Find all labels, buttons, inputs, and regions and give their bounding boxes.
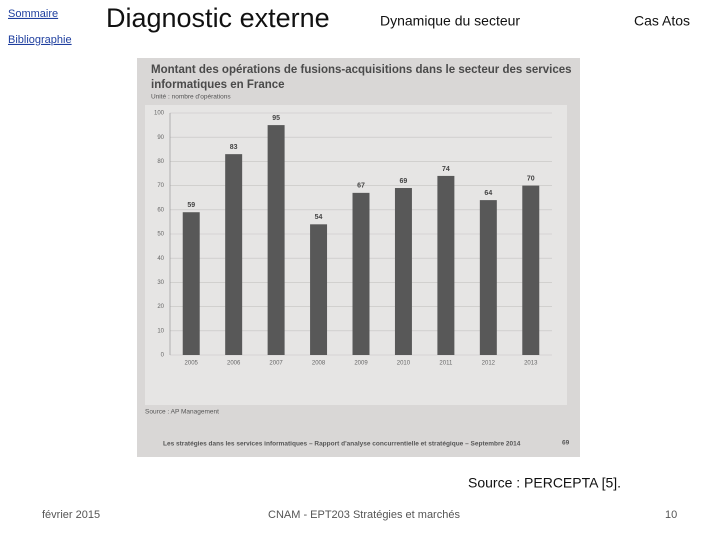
case-title: Cas Atos (634, 13, 690, 29)
bar (225, 154, 243, 355)
slide-title: Diagnostic externe (106, 3, 330, 33)
value-label: 59 (187, 202, 195, 209)
chart-source: Source : AP Management (145, 409, 219, 416)
y-tick-label: 100 (154, 111, 165, 117)
bar (267, 125, 285, 355)
bar (394, 188, 412, 355)
value-label: 64 (484, 190, 492, 197)
y-tick-label: 60 (157, 207, 164, 213)
caption: Source : PERCEPTA [5]. (468, 475, 621, 491)
y-tick-label: 80 (157, 159, 164, 165)
y-tick-label: 90 (157, 135, 164, 141)
y-tick-label: 70 (157, 183, 164, 189)
y-tick-label: 10 (157, 328, 164, 334)
y-tick-label: 50 (157, 232, 164, 238)
x-tick-label: 2013 (524, 361, 538, 367)
x-tick-label: 2007 (269, 361, 283, 367)
value-label: 69 (400, 178, 408, 185)
y-tick-label: 30 (157, 280, 164, 286)
nav-link[interactable]: Sommaire (8, 8, 58, 20)
x-tick-label: 2009 (354, 361, 368, 367)
value-label: 74 (442, 166, 450, 173)
footer-course: CNAM - EPT203 Stratégies et marchés (268, 509, 460, 521)
y-tick-label: 0 (161, 353, 165, 359)
chart-title: Montant des opérations de fusions-acquis… (151, 64, 572, 76)
x-tick-label: 2010 (397, 361, 411, 367)
bar (352, 192, 370, 355)
y-tick-label: 40 (157, 256, 164, 262)
value-label: 67 (357, 183, 365, 190)
chart-page: 69 (562, 440, 570, 447)
x-tick-label: 2008 (312, 361, 326, 367)
value-label: 83 (230, 144, 238, 151)
chart-title: informatiques en France (151, 79, 285, 91)
value-label: 54 (315, 214, 323, 221)
x-tick-label: 2012 (482, 361, 496, 367)
bar (182, 212, 200, 355)
footer-date: février 2015 (42, 509, 100, 521)
bar (437, 175, 455, 355)
section-title: Dynamique du secteur (380, 13, 520, 29)
chart-footer: Les stratégies dans les services informa… (163, 441, 521, 448)
x-tick-label: 2011 (439, 361, 453, 367)
bar (310, 224, 328, 355)
bar (479, 200, 497, 355)
value-label: 70 (527, 175, 535, 182)
nav-link[interactable]: Bibliographie (8, 34, 72, 46)
value-label: 95 (272, 115, 280, 122)
x-tick-label: 2005 (185, 361, 199, 367)
chart-subtitle: Unité : nombre d'opérations (151, 94, 231, 101)
x-tick-label: 2006 (227, 361, 241, 367)
bar (522, 185, 540, 355)
footer-page: 10 (665, 509, 677, 521)
y-tick-label: 20 (157, 304, 164, 310)
